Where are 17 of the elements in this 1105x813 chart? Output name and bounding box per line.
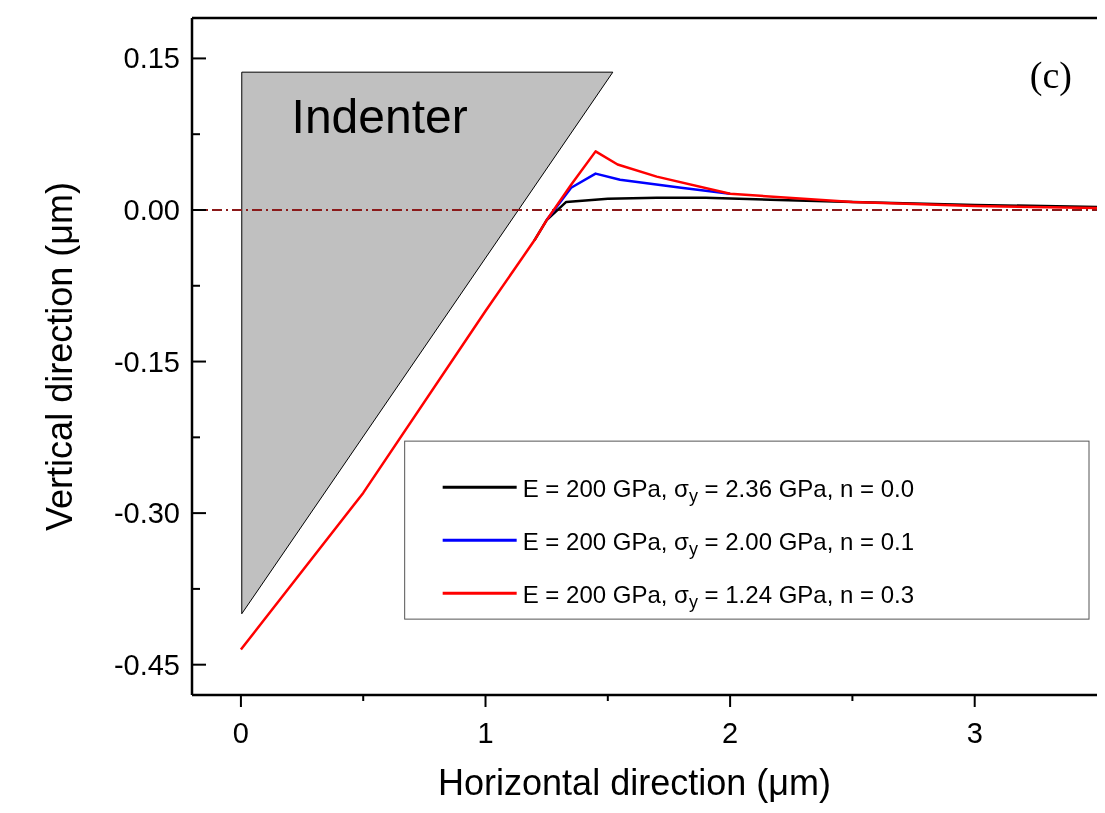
- y-tick-label: 0.00: [123, 193, 180, 226]
- legend-label: E = 200 GPa, σ$_{y}$ = 1.24 GPa, n = 0.3: [522, 581, 915, 613]
- y-tick-label: 0.15: [123, 42, 180, 75]
- x-tick-label: 3: [966, 717, 983, 749]
- x-axis-title: Horizontal direction (μm): [438, 762, 831, 803]
- x-tick-label: 2: [722, 717, 739, 749]
- y-tick-label: -0.45: [113, 648, 180, 681]
- annotation: Indenter: [291, 90, 468, 144]
- legend-label: E = 200 GPa, σ$_{y}$ = 2.00 GPa, n = 0.1: [522, 528, 915, 560]
- y-axis-title: Vertical direction (μm): [39, 182, 80, 531]
- text: (c): [1029, 54, 1072, 97]
- y-tick-label: -0.15: [113, 345, 180, 378]
- line-series: [239, 150, 1097, 651]
- x-tick-label: 1: [477, 717, 494, 749]
- y-tick-label: -0.30: [113, 497, 180, 530]
- x-tick-label: 0: [232, 717, 249, 749]
- legend-label: E = 200 GPa, σ$_{y}$ = 2.36 GPa, n = 0.0: [522, 475, 915, 507]
